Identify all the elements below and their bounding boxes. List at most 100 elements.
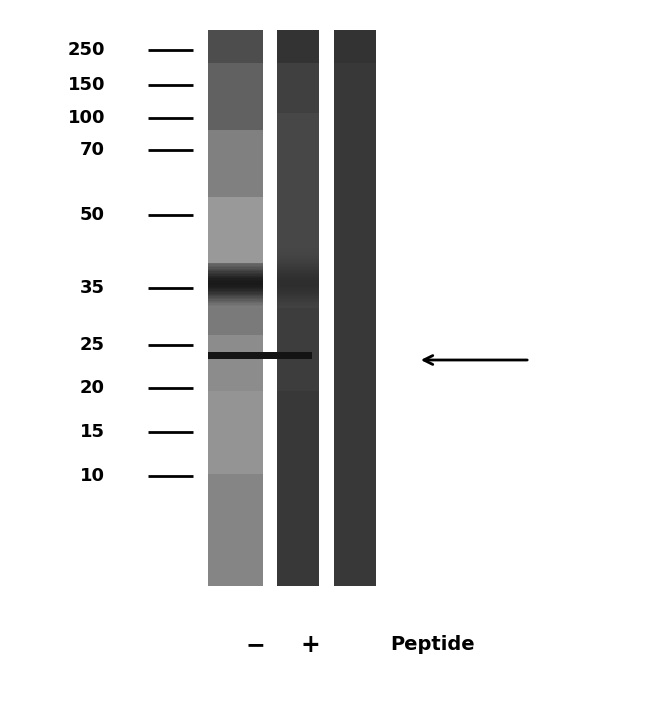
Bar — [207, 219, 263, 220]
Bar — [334, 322, 376, 323]
Bar — [207, 538, 263, 540]
Bar — [277, 164, 319, 166]
Bar — [207, 281, 263, 283]
Bar — [334, 383, 376, 384]
Bar — [207, 369, 263, 371]
Bar — [334, 263, 376, 265]
Bar — [334, 555, 376, 557]
Bar — [334, 83, 376, 85]
Bar — [277, 342, 319, 344]
Bar — [334, 295, 376, 297]
Bar — [334, 563, 376, 564]
Bar — [277, 72, 319, 74]
Bar — [207, 140, 263, 142]
Bar — [207, 170, 263, 172]
Bar — [207, 532, 263, 534]
Bar — [334, 557, 376, 559]
Bar — [207, 58, 263, 60]
Bar — [334, 529, 376, 531]
Bar — [277, 339, 319, 341]
Bar — [277, 464, 319, 466]
Bar — [334, 159, 376, 161]
Bar — [207, 114, 263, 117]
Bar — [207, 120, 263, 122]
Bar — [207, 353, 263, 355]
Bar — [277, 513, 319, 515]
Bar — [334, 239, 376, 241]
Bar — [334, 392, 376, 394]
Bar — [277, 545, 319, 547]
Bar — [334, 343, 376, 345]
Bar — [334, 36, 376, 37]
Bar — [277, 310, 319, 312]
Bar — [207, 374, 263, 376]
Bar — [277, 272, 319, 273]
Bar — [277, 63, 319, 65]
Bar — [334, 76, 376, 78]
Text: 20: 20 — [80, 379, 105, 397]
Bar — [207, 255, 263, 257]
Bar — [277, 213, 319, 215]
Bar — [207, 383, 263, 384]
Bar — [334, 110, 376, 112]
Bar — [207, 81, 263, 84]
Bar — [207, 555, 263, 557]
Bar — [277, 284, 319, 286]
Bar — [334, 468, 376, 470]
Bar — [334, 583, 376, 585]
Bar — [207, 363, 263, 365]
Bar — [334, 237, 376, 239]
Bar — [334, 62, 376, 64]
Bar — [207, 438, 263, 440]
Bar — [334, 474, 376, 476]
Bar — [277, 143, 319, 145]
Bar — [277, 83, 319, 85]
Bar — [207, 423, 263, 425]
Bar — [207, 313, 263, 315]
Bar — [277, 397, 319, 398]
Bar — [277, 380, 319, 382]
Bar — [277, 571, 319, 573]
Bar — [334, 337, 376, 338]
Bar — [207, 496, 263, 498]
Bar — [277, 87, 319, 88]
Bar — [334, 388, 376, 390]
Bar — [277, 506, 319, 508]
Bar — [277, 195, 319, 197]
Bar — [207, 475, 263, 477]
Bar — [277, 532, 319, 534]
Bar — [277, 343, 319, 345]
Bar — [334, 63, 376, 65]
Bar — [334, 449, 376, 451]
Bar — [277, 300, 319, 303]
Bar — [334, 374, 376, 376]
Bar — [334, 124, 376, 126]
Bar — [277, 234, 319, 236]
Bar — [277, 263, 319, 265]
Bar — [334, 431, 376, 433]
Bar — [334, 167, 376, 169]
Text: 10: 10 — [80, 467, 105, 485]
Bar — [277, 219, 319, 220]
Bar — [277, 237, 319, 239]
Bar — [207, 472, 263, 475]
Bar — [277, 388, 319, 390]
Bar — [207, 59, 263, 61]
Bar — [277, 223, 319, 225]
Bar — [277, 508, 319, 509]
Bar — [334, 312, 376, 314]
Bar — [207, 39, 263, 40]
Bar — [334, 432, 376, 435]
Bar — [334, 255, 376, 257]
Bar — [277, 249, 319, 251]
Bar — [277, 113, 319, 115]
Bar — [277, 410, 319, 412]
Bar — [277, 43, 319, 44]
Bar — [207, 131, 263, 133]
Bar — [207, 390, 263, 391]
Bar — [334, 135, 376, 138]
Bar — [334, 499, 376, 501]
Bar — [207, 295, 263, 297]
Bar — [207, 246, 263, 249]
Bar — [334, 313, 376, 315]
